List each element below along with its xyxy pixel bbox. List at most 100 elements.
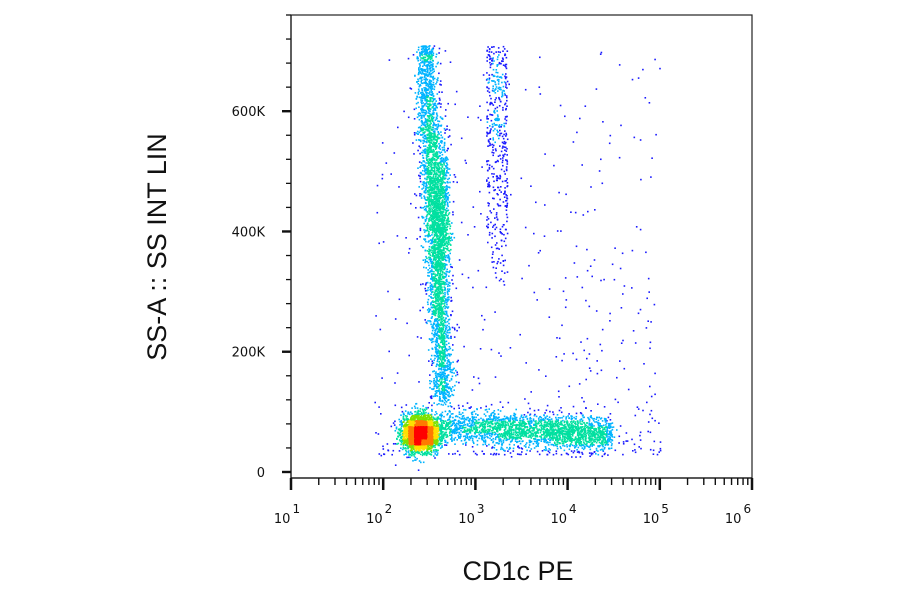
data-point [482,426,485,428]
data-point [442,295,445,297]
data-point [438,361,440,363]
data-point [568,424,570,426]
data-point [421,89,423,92]
data-point [504,77,507,80]
data-point [438,306,441,308]
data-point [619,360,621,362]
data-point [443,371,445,374]
data-point [497,177,500,179]
data-point [425,89,428,92]
data-point [496,193,498,195]
data-point [429,85,431,88]
data-point [561,442,564,445]
data-point [513,436,515,439]
data-point [422,259,425,261]
data-point [425,282,428,284]
data-point [423,173,425,176]
data-point [508,448,510,451]
data-point [590,410,592,412]
data-point [501,161,504,164]
data-point [498,435,500,438]
data-point [448,212,451,214]
data-point [449,438,452,440]
data-point [487,82,490,84]
data-point [446,377,449,379]
data-point [430,87,432,90]
data-point [448,361,451,364]
data-point [469,437,472,439]
data-point [484,431,487,433]
data-point [390,173,392,175]
data-point [495,97,497,99]
data-point [515,408,517,411]
data-point [391,453,393,456]
data-point [501,60,503,63]
data-point [429,69,432,72]
data-point [500,435,502,438]
data-point [498,61,501,64]
data-point [425,169,427,171]
data-point [556,445,558,448]
data-point [601,444,604,447]
data-point [431,265,433,267]
data-point [537,423,539,425]
data-point [435,293,437,296]
data-point [610,435,612,437]
data-point [437,120,439,122]
data-point [400,419,403,422]
data-point [449,405,452,407]
data-point [437,315,439,317]
data-point [439,345,441,348]
data-point [504,65,506,67]
data-point [488,168,491,170]
data-point [569,421,572,423]
data-point [491,73,493,76]
data-point [433,104,436,106]
data-point [425,157,428,159]
data-point [427,150,430,152]
data-point [552,424,555,427]
data-point [544,449,547,452]
data-point [431,84,434,86]
data-point [506,105,508,107]
data-point [435,278,438,281]
data-point [382,241,385,243]
data-point [479,190,481,193]
data-point [476,431,479,433]
data-point [504,63,507,66]
data-point [427,106,430,109]
data-point [434,107,436,110]
data-point [611,422,614,424]
data-point [432,143,435,145]
data-point [428,275,430,277]
data-point [521,435,524,437]
data-point [416,238,418,240]
data-point [435,323,437,326]
data-point [508,83,510,86]
data-point [548,288,551,290]
data-point [431,100,434,103]
data-point [424,73,427,76]
data-point [493,261,495,263]
data-point [442,384,444,387]
data-point [499,401,502,403]
data-point [506,220,508,223]
data-point [426,74,429,76]
data-point [409,456,411,459]
data-points [374,45,662,471]
data-point [546,441,549,443]
data-point [424,109,427,112]
data-point [425,81,428,84]
data-point [460,418,463,420]
data-point [446,198,449,201]
data-point [455,432,457,435]
data-point [420,99,422,101]
data-point [423,150,425,152]
data-point [424,78,427,80]
data-point [426,452,429,455]
data-point [445,306,447,308]
data-point [425,120,428,122]
data-point [444,201,447,203]
data-point [445,424,447,426]
data-point [421,111,423,114]
